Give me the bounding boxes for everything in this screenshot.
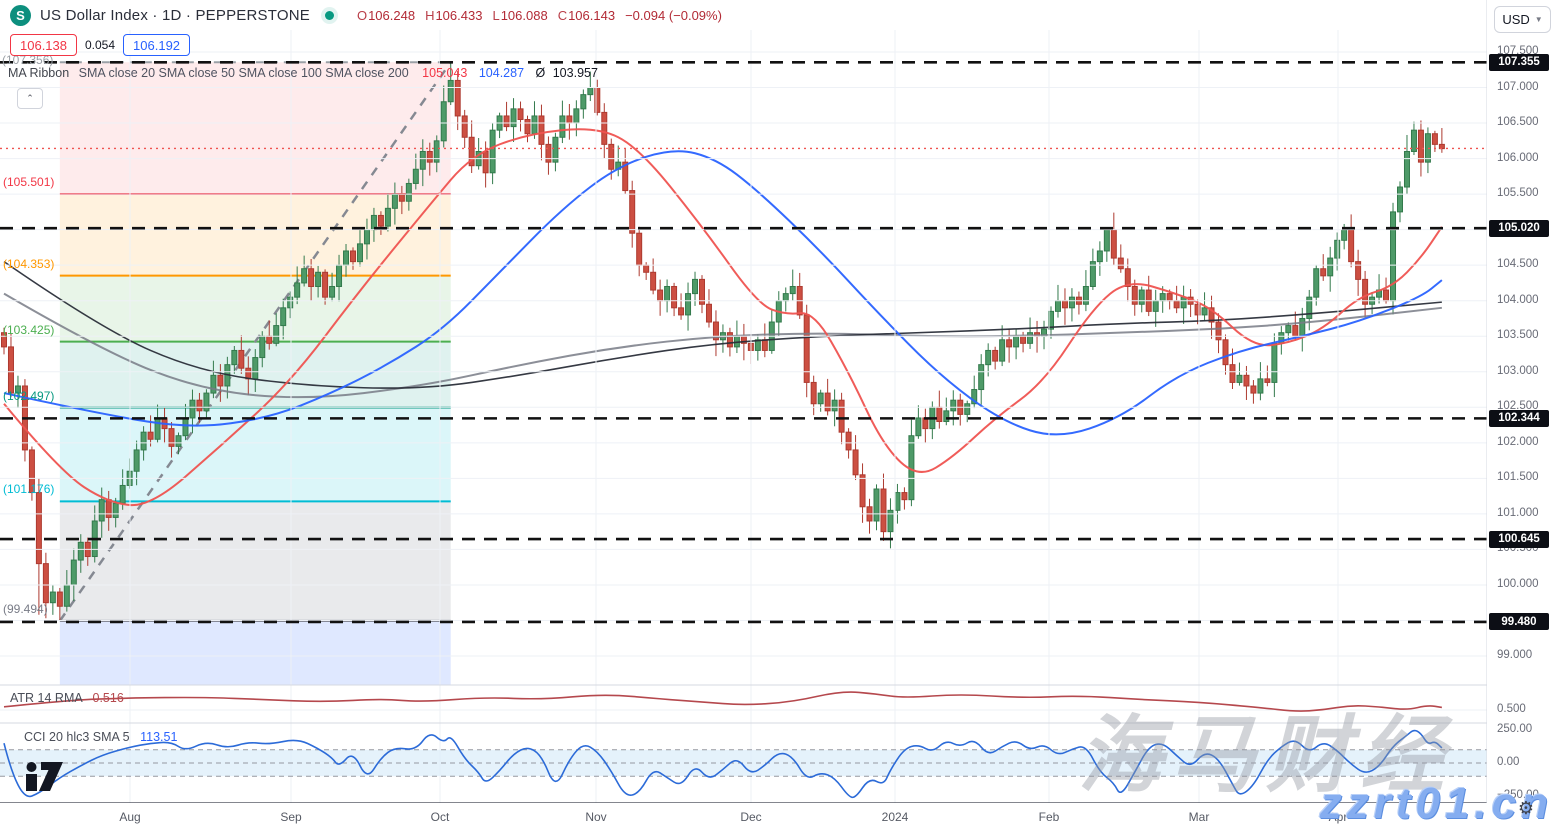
price-tick-label: 100.000 — [1497, 577, 1539, 590]
price-tick-label: 107.000 — [1497, 80, 1539, 93]
cci-tick-label: 250.00 — [1497, 723, 1533, 735]
price-tick-label: 99.000 — [1497, 648, 1533, 661]
price-level-badge: 105.020 — [1489, 219, 1549, 237]
avg-symbol: Ø — [535, 66, 546, 80]
price-tick-label: 101.000 — [1497, 506, 1539, 519]
cci-value: 113.51 — [140, 730, 178, 744]
ohlc-item: C106.143 — [557, 7, 616, 23]
time-tick-label: Mar — [1188, 810, 1210, 824]
time-tick-label: 2024 — [881, 810, 909, 824]
spread-value: 0.054 — [85, 38, 116, 52]
collapse-legend-button[interactable]: ⌃ — [17, 88, 43, 109]
fib-level-label: (105.501) — [3, 175, 55, 190]
tradingview-logo-icon[interactable] — [24, 760, 74, 803]
buy-price-button[interactable]: 106.192 — [123, 34, 191, 56]
chevron-down-icon: ▼ — [1534, 15, 1543, 24]
time-tick-label: Nov — [585, 810, 607, 824]
cci-legend[interactable]: CCI 20 hlc3 SMA 5 113.51 — [24, 730, 177, 744]
fib-level-label: (101.176) — [3, 482, 55, 497]
watermark-site: zzrt01.cn — [1319, 779, 1553, 828]
price-level-badge: 102.344 — [1489, 409, 1549, 427]
time-tick-label: Sep — [280, 810, 302, 824]
change-value: −0.094 (−0.09%) — [625, 7, 722, 23]
fib-level-label: (99.494) — [3, 601, 48, 616]
ohlc-item: H106.433 — [425, 7, 483, 23]
price-level-badge: 99.480 — [1489, 613, 1549, 631]
time-tick-label: Dec — [740, 810, 762, 824]
fib-level-label: (104.353) — [3, 256, 55, 271]
sma20-value: 105.043 — [422, 66, 468, 80]
price-tick-label: 106.000 — [1497, 151, 1539, 164]
ma-ribbon-params: SMA close 20 SMA close 50 SMA close 100 … — [78, 66, 409, 80]
atr-legend[interactable]: ATR 14 RMA 0.516 — [10, 691, 124, 705]
cci-tick-label: −250.00 — [1497, 789, 1539, 801]
ma-ribbon-legend[interactable]: MA Ribbon SMA close 20 SMA close 50 SMA … — [8, 66, 598, 80]
currency-label: USD — [1502, 12, 1530, 27]
sma50-value: 104.287 — [478, 66, 525, 80]
atr-value: 0.516 — [92, 691, 124, 705]
ohlc-values: O106.248 H106.433 L106.088 C106.143 −0.094 (… — [357, 8, 722, 23]
price-tick-label: 104.000 — [1497, 293, 1539, 306]
price-level-badge: 100.645 — [1489, 530, 1549, 548]
time-tick-label: Aug — [119, 810, 141, 824]
fib-level-label: (103.425) — [3, 322, 55, 337]
ma-avg-value: 103.957 — [552, 66, 598, 80]
price-axis[interactable]: 107.500 107.000 106.500 106.000 105.500 104.5… — [1487, 0, 1555, 803]
cci-label: CCI 20 hlc3 SMA 5 — [24, 730, 130, 744]
watermark-cjk: 海马财经 — [1078, 708, 1455, 802]
time-tick-label: Apr — [1328, 810, 1348, 824]
fib-level-label: (102.497) — [3, 388, 55, 403]
price-tick-label: 102.500 — [1497, 400, 1539, 413]
price-tick-label: 102.000 — [1497, 435, 1539, 448]
price-tick-label: 104.500 — [1497, 258, 1539, 271]
time-tick-label: Feb — [1038, 810, 1060, 824]
axis-settings-gear-icon[interactable]: ⚙ — [1517, 797, 1535, 818]
price-tick-label: 103.500 — [1497, 329, 1539, 342]
atr-tick-label: 0.500 — [1497, 703, 1526, 715]
price-tick-label: 106.500 — [1497, 116, 1539, 129]
fib-top-level-label: (107.356) — [2, 53, 54, 67]
price-level-badge: 107.355 — [1489, 53, 1549, 71]
ohlc-item: L106.088 — [492, 7, 548, 23]
time-tick-label: Oct — [430, 810, 450, 824]
symbol-title[interactable]: US Dollar Index · 1D · PEPPERSTONE — [40, 6, 310, 24]
currency-selector[interactable]: USD ▼ — [1494, 6, 1551, 33]
sell-price-button[interactable]: 106.138 — [10, 34, 77, 56]
atr-label: ATR 14 RMA — [10, 691, 83, 705]
ohlc-item: O106.248 — [356, 7, 416, 23]
price-tick-label: 103.000 — [1497, 364, 1539, 377]
market-status-icon[interactable] — [324, 10, 334, 20]
chart-header: S US Dollar Index · 1D · PEPPERSTONE O10… — [0, 0, 1487, 30]
quote-row: 106.138 0.054 106.192 — [10, 34, 191, 56]
price-tick-label: 101.500 — [1497, 471, 1539, 484]
cci-tick-label: 0.00 — [1497, 756, 1520, 768]
ma-ribbon-title: MA Ribbon — [8, 66, 70, 80]
time-axis[interactable]: Aug Sep Oct Nov Dec 2024 Feb Mar Apr — [0, 803, 1555, 832]
symbol-logo-icon[interactable]: S — [10, 4, 31, 26]
price-tick-label: 105.500 — [1497, 187, 1539, 200]
